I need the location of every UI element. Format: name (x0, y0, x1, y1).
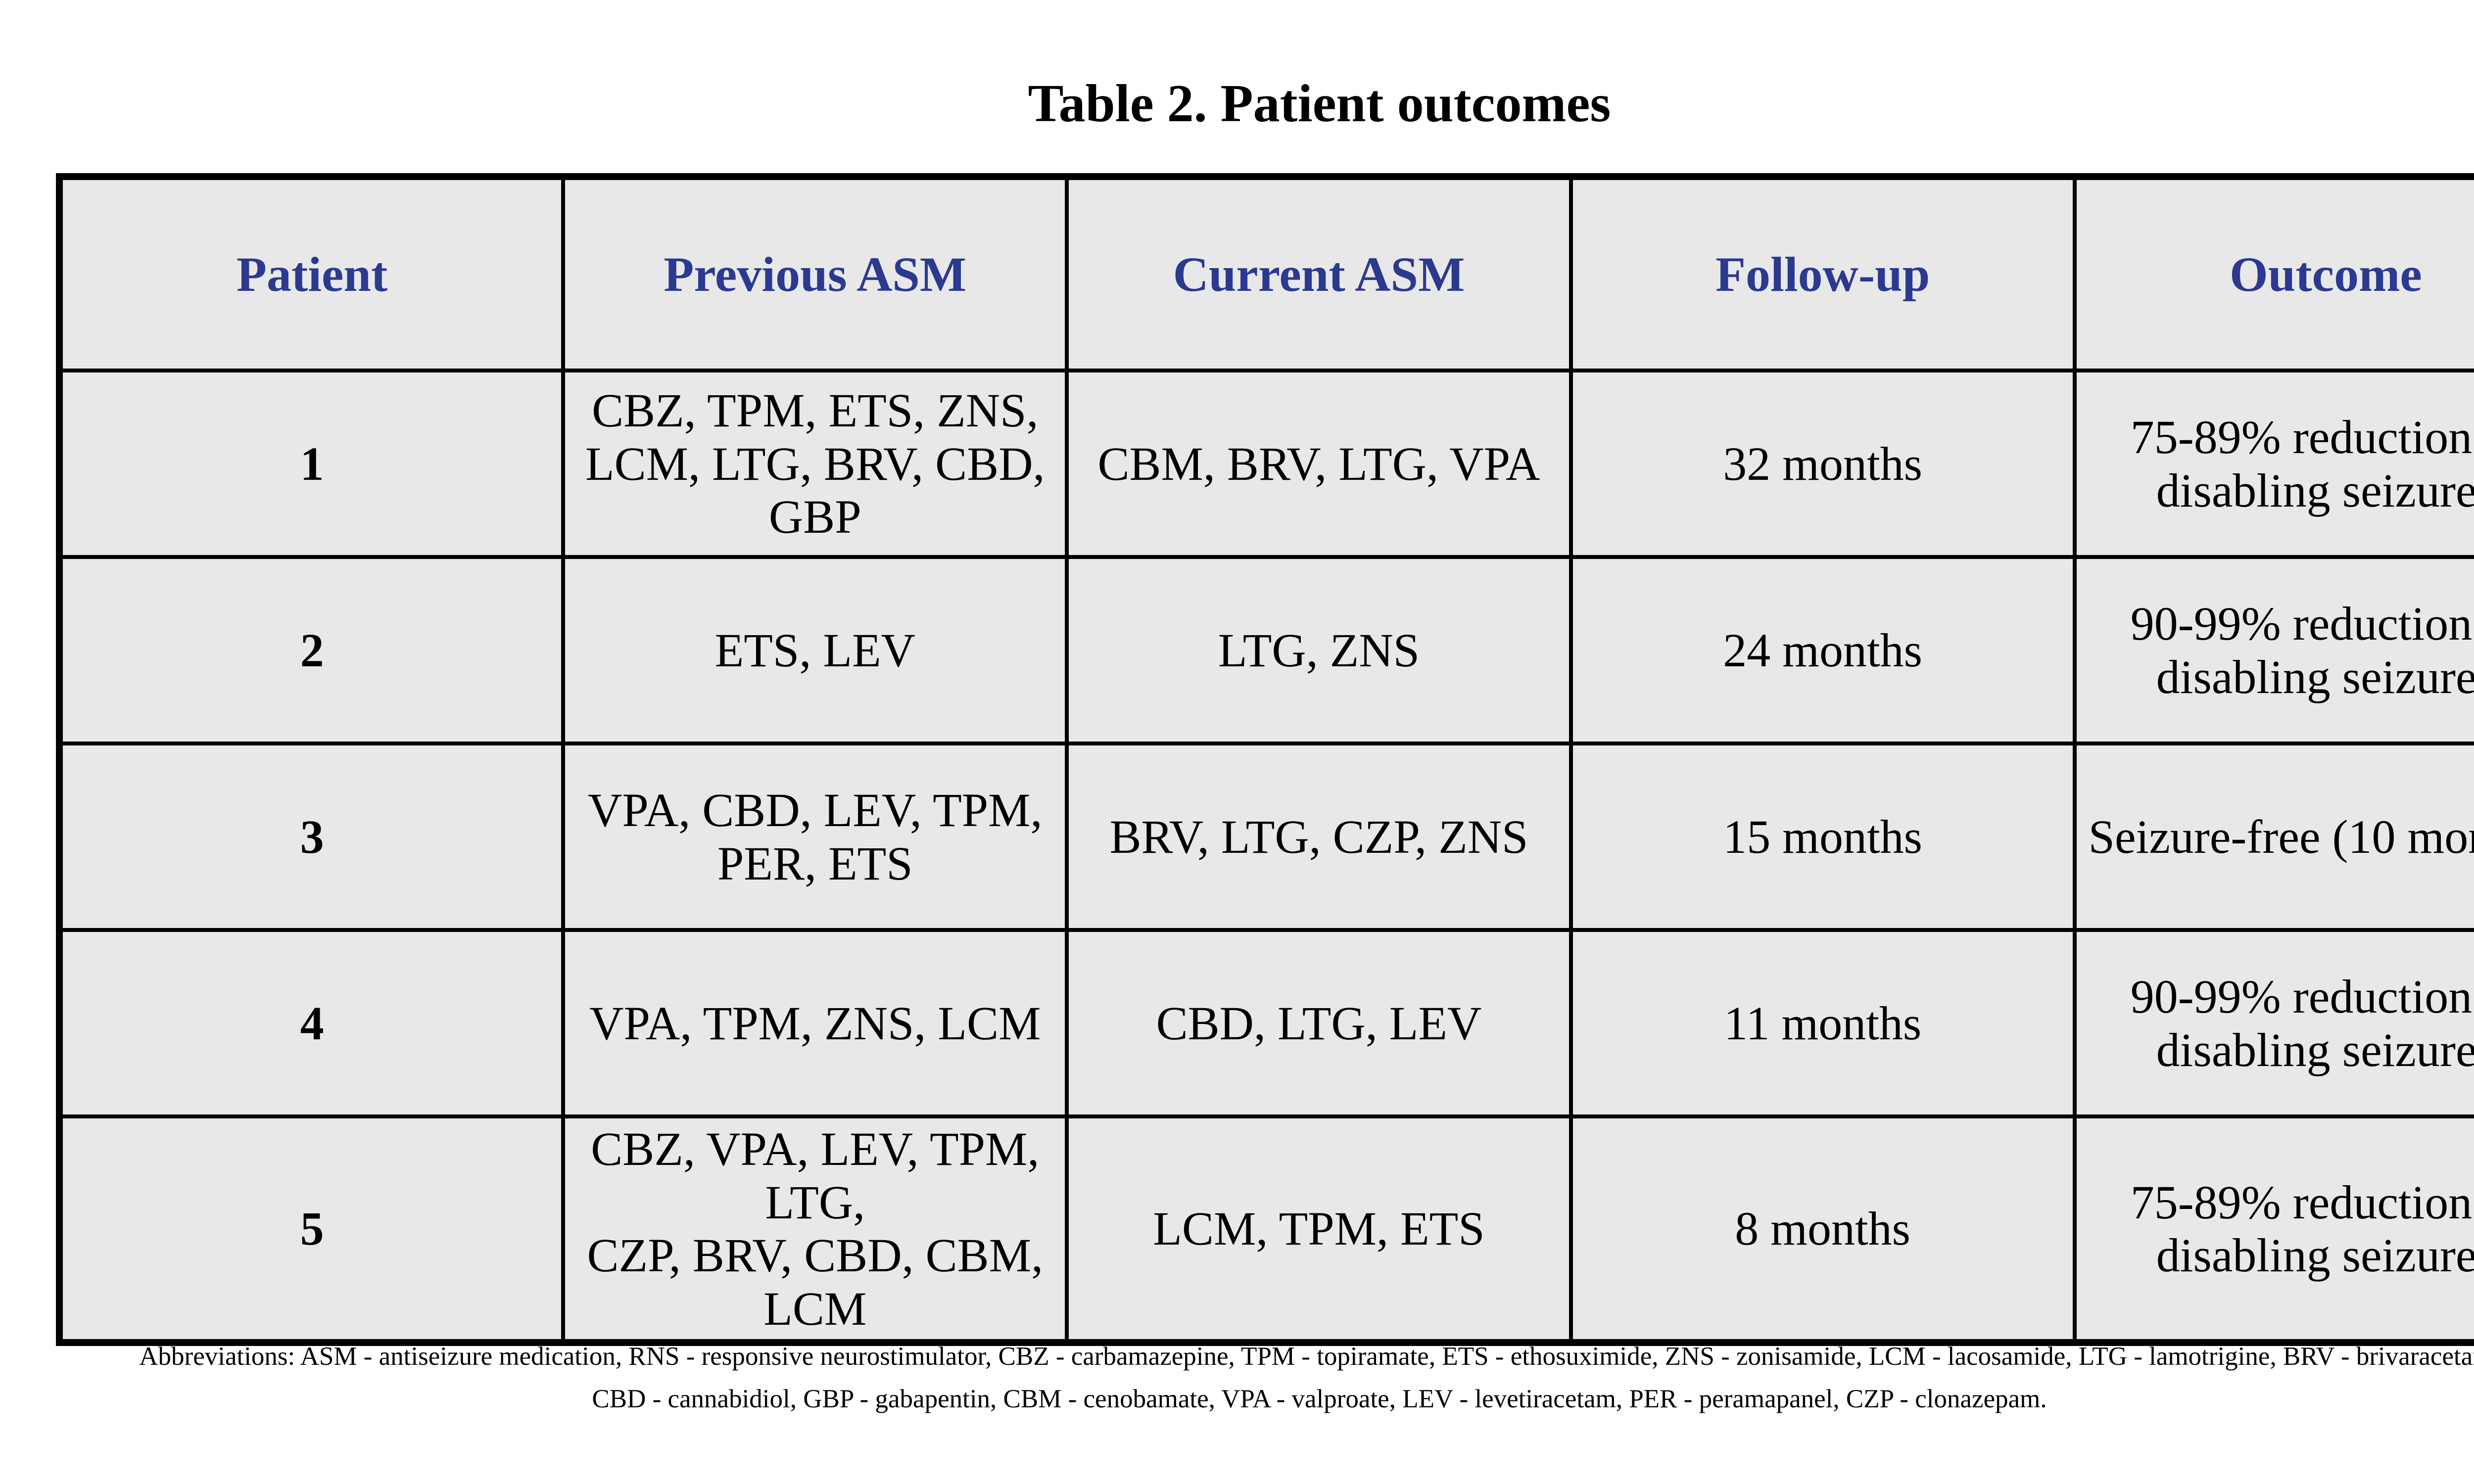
table-row-patient-1: 1 CBZ, TPM, ETS, ZNS, LCM, LTG, BRV, CBD… (57, 369, 2474, 559)
cell-previous-asm: VPA, TPM, ZNS, LCM (561, 928, 1069, 1118)
cell-patient: 4 (57, 928, 566, 1118)
cell-current-asm: CBD, LTG, LEV (1065, 928, 1573, 1118)
cell-current-asm: BRV, LTG, CZP, ZNS (1065, 742, 1573, 932)
cell-previous-asm: VPA, CBD, LEV, TPM, PER, ETS (561, 742, 1069, 932)
column-header-previous-asm: Previous ASM (561, 175, 1069, 372)
patient-outcomes-table: Patient Previous ASM Current ASM Follow-… (56, 173, 2474, 1346)
cell-follow-up: 8 months (1569, 1114, 2077, 1345)
cell-current-asm: LTG, ZNS (1065, 555, 1573, 745)
table-row-patient-2: 2 ETS, LEV LTG, ZNS 24 months 90-99% red… (57, 555, 2474, 745)
cell-outcome: 90-99% reduction in disabling seizures (2072, 928, 2474, 1118)
cell-current-asm: LCM, TPM, ETS (1065, 1114, 1573, 1345)
column-header-follow-up: Follow-up (1569, 175, 2077, 372)
table-row-patient-5: 5 CBZ, VPA, LEV, TPM, LTG, CZP, BRV, CBD… (57, 1114, 2474, 1345)
table-title: Table 2. Patient outcomes (1028, 74, 1611, 133)
cell-patient: 2 (57, 555, 566, 745)
header-row: Patient Previous ASM Current ASM Follow-… (57, 175, 2474, 372)
cell-outcome: Seizure-free (10 months) (2072, 742, 2474, 932)
column-header-patient: Patient (57, 175, 566, 372)
cell-outcome: 75-89% reduction in disabling seizures (2072, 1114, 2474, 1345)
cell-follow-up: 24 months (1569, 555, 2077, 745)
cell-outcome: 90-99% reduction in disabling seizures (2072, 555, 2474, 745)
cell-patient: 1 (57, 369, 566, 559)
table-row-patient-4: 4 VPA, TPM, ZNS, LCM CBD, LTG, LEV 11 mo… (57, 928, 2474, 1118)
cell-previous-asm: CBZ, TPM, ETS, ZNS, LCM, LTG, BRV, CBD, … (561, 369, 1069, 559)
cell-follow-up: 11 months (1569, 928, 2077, 1118)
cell-current-asm: CBM, BRV, LTG, VPA (1065, 369, 1573, 559)
table-row-patient-3: 3 VPA, CBD, LEV, TPM, PER, ETS BRV, LTG,… (57, 742, 2474, 932)
cell-previous-asm: ETS, LEV (561, 555, 1069, 745)
cell-outcome: 75-89% reduction in disabling seizures (2072, 369, 2474, 559)
cell-previous-asm: CBZ, VPA, LEV, TPM, LTG, CZP, BRV, CBD, … (561, 1114, 1069, 1345)
cell-patient: 5 (57, 1114, 566, 1345)
column-header-outcome: Outcome (2072, 175, 2474, 372)
cell-follow-up: 15 months (1569, 742, 2077, 932)
abbreviations-footnote: Abbreviations: ASM - antiseizure medicat… (139, 1342, 2474, 1413)
column-header-current-asm: Current ASM (1065, 175, 1573, 372)
cell-follow-up: 32 months (1569, 369, 2077, 559)
cell-patient: 3 (57, 742, 566, 932)
